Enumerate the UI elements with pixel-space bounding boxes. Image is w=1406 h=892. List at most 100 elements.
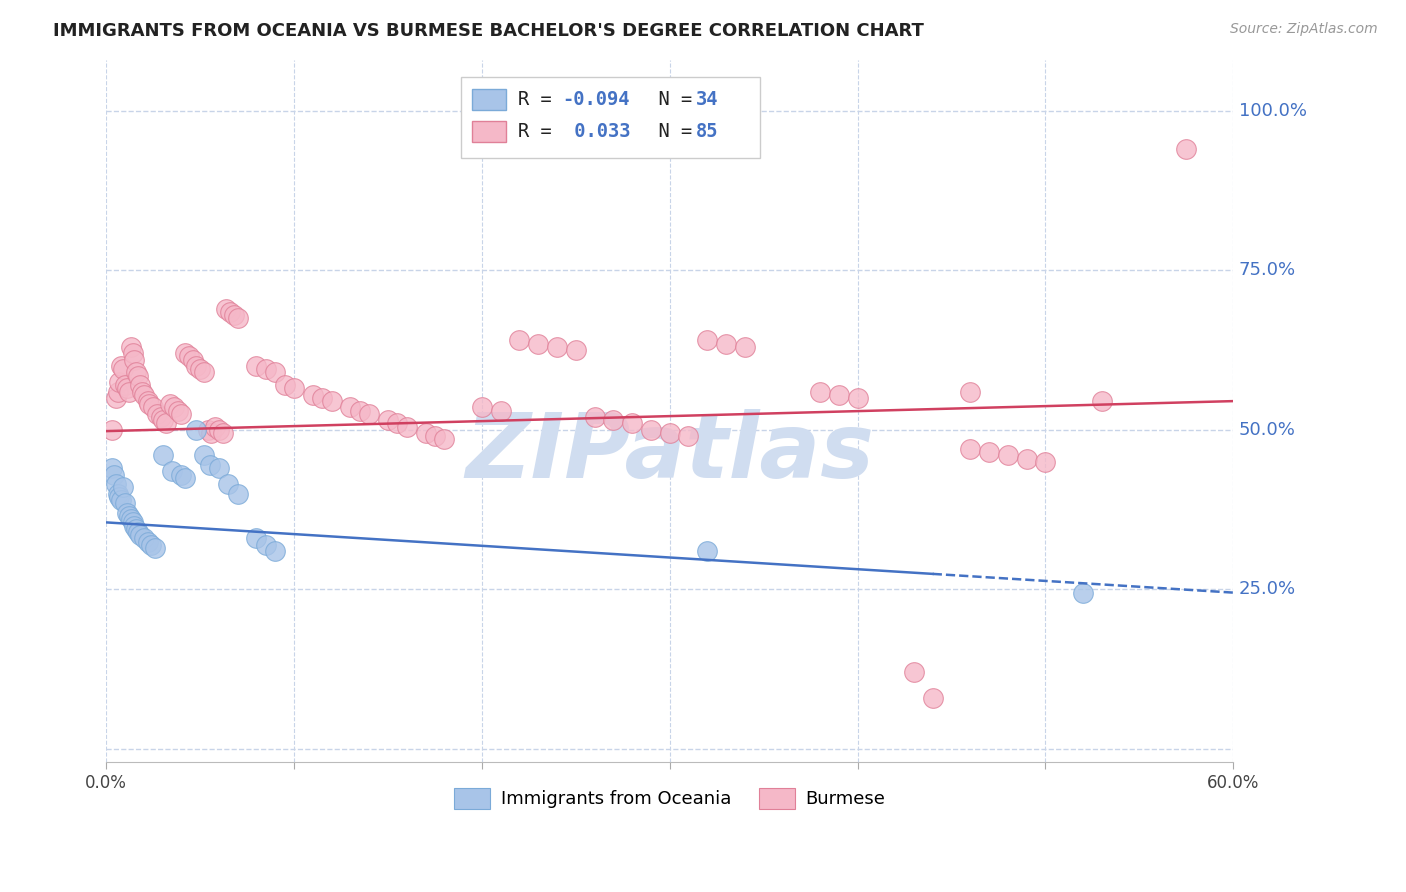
Point <box>339 401 361 415</box>
Point <box>828 388 851 402</box>
Point <box>226 486 249 500</box>
Point <box>921 690 943 705</box>
Point <box>1071 585 1094 599</box>
Point <box>141 538 163 552</box>
Point <box>217 477 239 491</box>
Point <box>155 417 177 431</box>
Point <box>1091 394 1114 409</box>
Point <box>283 381 305 395</box>
Point <box>359 407 381 421</box>
Point <box>114 496 136 510</box>
Point <box>621 417 644 431</box>
Point <box>110 493 132 508</box>
Point <box>808 384 831 399</box>
Point <box>160 464 183 478</box>
Point <box>142 401 165 415</box>
Point <box>264 544 287 558</box>
Point <box>734 340 756 354</box>
Point <box>125 522 148 536</box>
Point <box>124 518 146 533</box>
Point <box>124 352 146 367</box>
Point <box>112 480 135 494</box>
Point <box>302 388 325 402</box>
Point <box>152 449 174 463</box>
Point <box>198 458 221 472</box>
Point <box>110 359 132 373</box>
Legend: Immigrants from Oceania, Burmese: Immigrants from Oceania, Burmese <box>447 780 893 816</box>
Point <box>115 381 138 395</box>
Point <box>714 336 737 351</box>
Point <box>583 410 606 425</box>
Point <box>163 401 186 415</box>
Point <box>273 378 295 392</box>
Point <box>546 340 568 354</box>
Point <box>696 334 718 348</box>
Point <box>245 359 267 373</box>
Point <box>108 375 131 389</box>
Point <box>125 365 148 379</box>
Point <box>245 532 267 546</box>
Text: 100.0%: 100.0% <box>1239 102 1306 120</box>
Point <box>118 384 141 399</box>
Point <box>101 461 124 475</box>
Text: R =: R = <box>517 90 562 109</box>
Text: IMMIGRANTS FROM OCEANIA VS BURMESE BACHELOR'S DEGREE CORRELATION CHART: IMMIGRANTS FROM OCEANIA VS BURMESE BACHE… <box>53 22 924 40</box>
Point <box>127 368 149 383</box>
Text: N =: N = <box>636 90 703 109</box>
Point <box>226 311 249 326</box>
Point <box>471 401 494 415</box>
Text: 85: 85 <box>696 122 718 142</box>
Point <box>177 350 200 364</box>
Point <box>565 343 588 357</box>
Point <box>193 449 215 463</box>
Point <box>208 461 231 475</box>
Point <box>129 378 152 392</box>
Point <box>395 419 418 434</box>
Text: ZIPatlas: ZIPatlas <box>465 409 875 497</box>
Point <box>415 425 437 440</box>
Point <box>188 362 211 376</box>
Point <box>640 423 662 437</box>
Point <box>349 403 371 417</box>
Point <box>903 665 925 680</box>
Point <box>423 429 446 443</box>
Point <box>174 346 197 360</box>
Point <box>170 407 193 421</box>
FancyBboxPatch shape <box>461 77 759 158</box>
Text: Source: ZipAtlas.com: Source: ZipAtlas.com <box>1230 22 1378 37</box>
Point <box>112 362 135 376</box>
Point <box>977 445 1000 459</box>
Point <box>104 391 127 405</box>
Point <box>846 391 869 405</box>
Point <box>132 388 155 402</box>
Point <box>489 403 512 417</box>
Point <box>127 524 149 539</box>
Point <box>254 538 277 552</box>
Point <box>959 442 981 456</box>
Point <box>186 359 208 373</box>
Point <box>101 423 124 437</box>
Point <box>146 407 169 421</box>
Point <box>174 471 197 485</box>
Point <box>997 449 1019 463</box>
Point <box>132 532 155 546</box>
Point <box>321 394 343 409</box>
Point <box>193 365 215 379</box>
Text: -0.094: -0.094 <box>562 90 630 109</box>
FancyBboxPatch shape <box>472 121 506 143</box>
Point <box>1015 451 1038 466</box>
Point <box>104 477 127 491</box>
Point <box>138 397 160 411</box>
FancyBboxPatch shape <box>472 89 506 110</box>
Point <box>658 425 681 440</box>
Point <box>108 490 131 504</box>
Point <box>114 378 136 392</box>
Point <box>959 384 981 399</box>
Point <box>208 423 231 437</box>
Point <box>186 423 208 437</box>
Point <box>602 413 624 427</box>
Point <box>222 308 245 322</box>
Text: 50.0%: 50.0% <box>1239 421 1296 439</box>
Point <box>1175 142 1198 156</box>
Point <box>433 433 456 447</box>
